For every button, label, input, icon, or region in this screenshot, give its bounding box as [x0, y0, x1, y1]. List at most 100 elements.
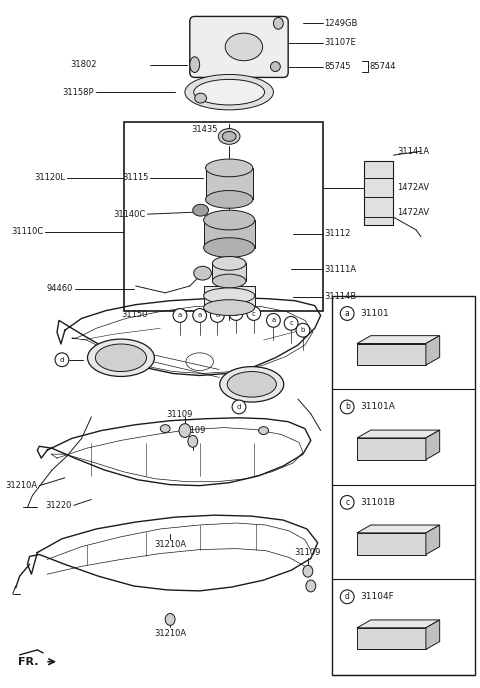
Text: c: c [252, 310, 256, 316]
Ellipse shape [204, 211, 255, 230]
Ellipse shape [204, 300, 255, 316]
Text: 31150: 31150 [121, 310, 147, 319]
Ellipse shape [195, 93, 206, 103]
Circle shape [340, 307, 354, 321]
Polygon shape [357, 533, 426, 555]
Ellipse shape [213, 274, 246, 288]
Text: 31220: 31220 [46, 501, 72, 510]
Polygon shape [357, 438, 426, 460]
Text: FR.: FR. [18, 657, 38, 667]
Ellipse shape [190, 57, 200, 72]
Bar [205, 168, 253, 200]
Text: d: d [345, 592, 349, 601]
Text: c: c [345, 498, 349, 507]
Polygon shape [357, 336, 440, 343]
Bar [333, 296, 475, 674]
Text: 31101B: 31101B [360, 498, 395, 507]
Text: 85744: 85744 [370, 62, 396, 71]
Circle shape [340, 400, 354, 414]
Text: 31109: 31109 [180, 426, 206, 435]
Text: a: a [215, 312, 219, 319]
Circle shape [340, 590, 354, 603]
Text: 31110C: 31110C [11, 227, 43, 237]
Ellipse shape [87, 339, 155, 376]
Circle shape [284, 316, 298, 330]
Text: 31802: 31802 [70, 60, 96, 69]
Text: 31104F: 31104F [360, 592, 394, 601]
Circle shape [296, 323, 310, 337]
Polygon shape [426, 525, 440, 555]
Circle shape [232, 400, 246, 414]
Text: a: a [271, 317, 276, 323]
Ellipse shape [205, 159, 253, 177]
Ellipse shape [227, 372, 276, 397]
Polygon shape [357, 620, 440, 627]
Polygon shape [426, 620, 440, 649]
Polygon shape [357, 343, 426, 365]
Text: 31120L: 31120L [34, 173, 65, 182]
Text: 85745: 85745 [324, 62, 351, 71]
Circle shape [210, 309, 224, 323]
Ellipse shape [274, 17, 283, 29]
Ellipse shape [165, 614, 175, 625]
Text: 31140C: 31140C [113, 210, 145, 219]
Text: 31158P: 31158P [63, 87, 95, 97]
Text: 31109: 31109 [295, 548, 321, 557]
Polygon shape [357, 430, 440, 438]
Circle shape [193, 309, 206, 323]
Ellipse shape [96, 344, 146, 372]
Polygon shape [357, 627, 426, 649]
Ellipse shape [225, 33, 263, 61]
Ellipse shape [160, 424, 170, 433]
Ellipse shape [194, 79, 264, 105]
Ellipse shape [194, 266, 212, 280]
Text: a: a [198, 312, 202, 319]
Ellipse shape [193, 204, 208, 216]
Ellipse shape [270, 62, 280, 72]
Text: 31210A: 31210A [154, 540, 186, 549]
Text: 31109: 31109 [167, 410, 193, 419]
Polygon shape [357, 525, 440, 533]
Ellipse shape [222, 131, 236, 141]
Text: 94460: 94460 [47, 284, 73, 293]
Ellipse shape [218, 129, 240, 144]
Bar [213, 264, 246, 281]
Text: b: b [345, 402, 349, 411]
Text: 31101A: 31101A [360, 402, 395, 411]
Text: 31107E: 31107E [324, 39, 356, 47]
Ellipse shape [205, 191, 253, 208]
Polygon shape [426, 336, 440, 365]
Ellipse shape [213, 257, 246, 270]
Polygon shape [426, 430, 440, 460]
Bar [364, 161, 394, 225]
Ellipse shape [185, 74, 274, 110]
FancyBboxPatch shape [190, 17, 288, 78]
Text: b: b [301, 327, 305, 333]
Circle shape [340, 495, 354, 509]
Text: 31112: 31112 [324, 229, 351, 238]
Text: 31210A: 31210A [5, 481, 37, 490]
Bar [204, 286, 255, 308]
Ellipse shape [204, 288, 255, 303]
Text: 1249GB: 1249GB [324, 19, 358, 28]
Text: 31210A: 31210A [154, 629, 186, 638]
Circle shape [173, 309, 187, 323]
Circle shape [55, 353, 69, 367]
Text: d: d [60, 357, 64, 363]
Circle shape [266, 314, 280, 327]
Text: c: c [289, 321, 293, 326]
Text: 1472AV: 1472AV [397, 183, 430, 192]
Circle shape [247, 307, 261, 321]
Text: 31114B: 31114B [324, 292, 357, 301]
Ellipse shape [179, 424, 191, 438]
Ellipse shape [220, 367, 284, 402]
Ellipse shape [259, 427, 268, 435]
Bar [204, 220, 255, 248]
Text: 31141A: 31141A [397, 147, 430, 155]
Text: a: a [178, 312, 182, 319]
Text: 31435: 31435 [192, 125, 218, 134]
Text: 31101: 31101 [360, 309, 389, 318]
Ellipse shape [204, 238, 255, 257]
Text: 1472AV: 1472AV [397, 208, 430, 217]
Bar [124, 122, 323, 310]
